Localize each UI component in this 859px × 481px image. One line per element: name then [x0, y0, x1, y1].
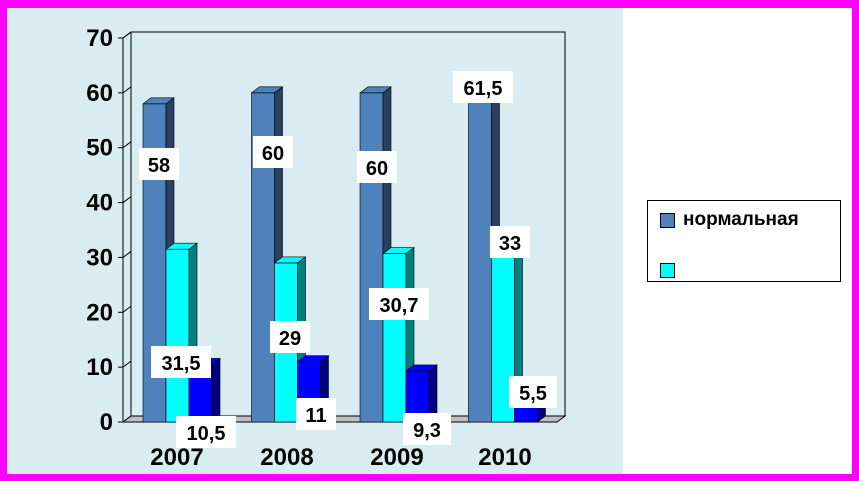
x-tick-label-2010: 2010 — [478, 444, 531, 471]
data-label-2010-s3: 5,5 — [519, 383, 547, 405]
y-tick-label-20: 20 — [86, 299, 113, 326]
bar-2010-s1-front — [468, 84, 492, 423]
legend-item-series-1: нормальная — [660, 209, 799, 231]
data-label-bg-2008-s2 — [270, 321, 310, 353]
data-label-bg-2008-s1 — [253, 136, 293, 168]
data-label-bg-2007-s1 — [139, 148, 179, 180]
y-tick-label-70: 70 — [86, 25, 113, 52]
y-tick-label-50: 50 — [86, 135, 113, 162]
data-label-2008-s3: 11 — [305, 405, 326, 427]
data-label-2008-s1: 60 — [262, 143, 284, 165]
data-label-2008-s2: 29 — [279, 328, 301, 350]
data-label-bg-2008-s3 — [296, 398, 336, 430]
data-label-2009-s1: 60 — [366, 158, 388, 180]
y-tick-label-40: 40 — [86, 190, 113, 217]
data-label-bg-2010-s1 — [453, 71, 513, 103]
x-tick-label-2007: 2007 — [150, 444, 203, 471]
data-label-bg-2010-s2 — [490, 226, 530, 258]
bar-2007-s2-front — [165, 248, 190, 423]
data-label-bg-2009-s2 — [369, 288, 429, 320]
plot-area: 58 31,5 10,5 60 29 11 60 30,7 9,3 61,5 33 5,5 0 10 20… — [7, 8, 623, 474]
data-label-2009-s2: 30,7 — [380, 295, 419, 317]
bar-chart: 58 31,5 10,5 60 29 11 60 30,7 9,3 61,5 33 5,5 0 10 20… — [86, 25, 567, 471]
data-label-bg-2009-s3 — [403, 413, 451, 445]
data-label-bg-2009-s1 — [357, 151, 397, 183]
data-label-2007-s2: 31,5 — [162, 353, 201, 375]
bar-2009-s1-front — [359, 92, 384, 423]
y-tick-label-10: 10 — [86, 354, 113, 381]
data-label-2010-s2: 33 — [499, 233, 521, 255]
y-tick-label-60: 60 — [86, 80, 113, 107]
side-wall-edge — [122, 31, 132, 39]
data-label-bg-2010-s3 — [509, 376, 557, 408]
legend-item-series-2 — [660, 263, 683, 278]
bar-2009-s2-front — [382, 253, 407, 423]
data-label-bg-2007-s3 — [176, 416, 236, 448]
data-label-2007-s1: 58 — [148, 155, 170, 177]
legend-swatch-series-2 — [660, 263, 675, 278]
legend-label-series-1: нормальная — [683, 209, 799, 230]
data-label-2007-s3: 10,5 — [187, 423, 226, 445]
data-label-bg-2007-s2 — [151, 346, 211, 378]
y-tick-label-30: 30 — [86, 244, 113, 271]
y-tick-label-0: 0 — [100, 409, 113, 436]
slide-frame: 58 31,5 10,5 60 29 11 60 30,7 9,3 61,5 33 5,5 0 10 20… — [7, 8, 852, 474]
legend-swatch-series-1 — [660, 212, 675, 228]
bar-2007-s3-side — [211, 357, 221, 423]
legend: нормальная — [647, 200, 841, 282]
data-label-2010-s1: 61,5 — [464, 78, 503, 100]
data-label-2009-s3: 9,3 — [413, 420, 441, 442]
x-tick-label-2008: 2008 — [260, 444, 313, 471]
x-tick-label-2009: 2009 — [370, 444, 423, 471]
